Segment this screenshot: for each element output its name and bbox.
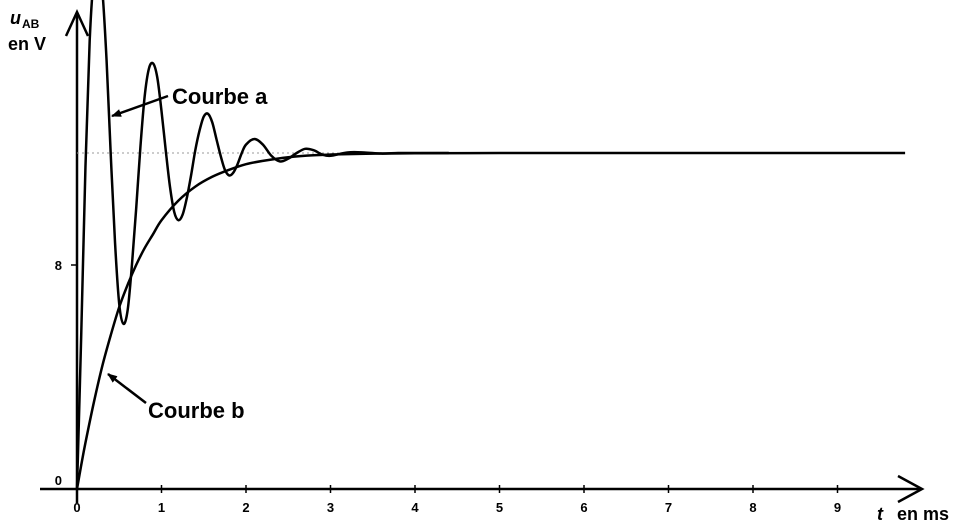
y-ticks: 08 [55,258,77,488]
x-ticks: 0 1 2 3 4 5 6 7 8 9 [73,485,841,515]
y-axis-arrowhead [64,8,90,37]
x-axis-arrowhead [897,474,925,504]
y-tick-label: 8 [55,258,62,273]
x-axis-symbol: t [877,504,884,524]
series-a-pointer [111,94,169,118]
y-axis-symbol: u [10,8,21,28]
series-line-courbe-a [75,0,449,490]
y-axis-unit: en V [8,34,46,54]
x-tick-label: 2 [242,500,249,515]
y-axis-subscript: AB [22,17,40,31]
x-tick-label: 9 [834,500,841,515]
series-b-pointer [107,373,147,404]
series-line-courbe-b [75,151,906,490]
series-layer [75,0,906,490]
x-tick-label: 0 [73,500,80,515]
x-tick-label: 4 [411,500,419,515]
series-label-courbe-b: Courbe b [148,398,245,423]
x-tick-label: 6 [580,500,587,515]
x-tick-label: 3 [327,500,334,515]
x-axis-unit: en ms [897,504,949,524]
x-tick-label: 1 [158,500,165,515]
y-tick-label: 0 [55,473,62,488]
series-label-courbe-a: Courbe a [172,84,268,109]
x-tick-label: 8 [749,500,756,515]
x-tick-label: 5 [496,500,503,515]
x-tick-label: 7 [665,500,672,515]
axes [40,8,925,504]
